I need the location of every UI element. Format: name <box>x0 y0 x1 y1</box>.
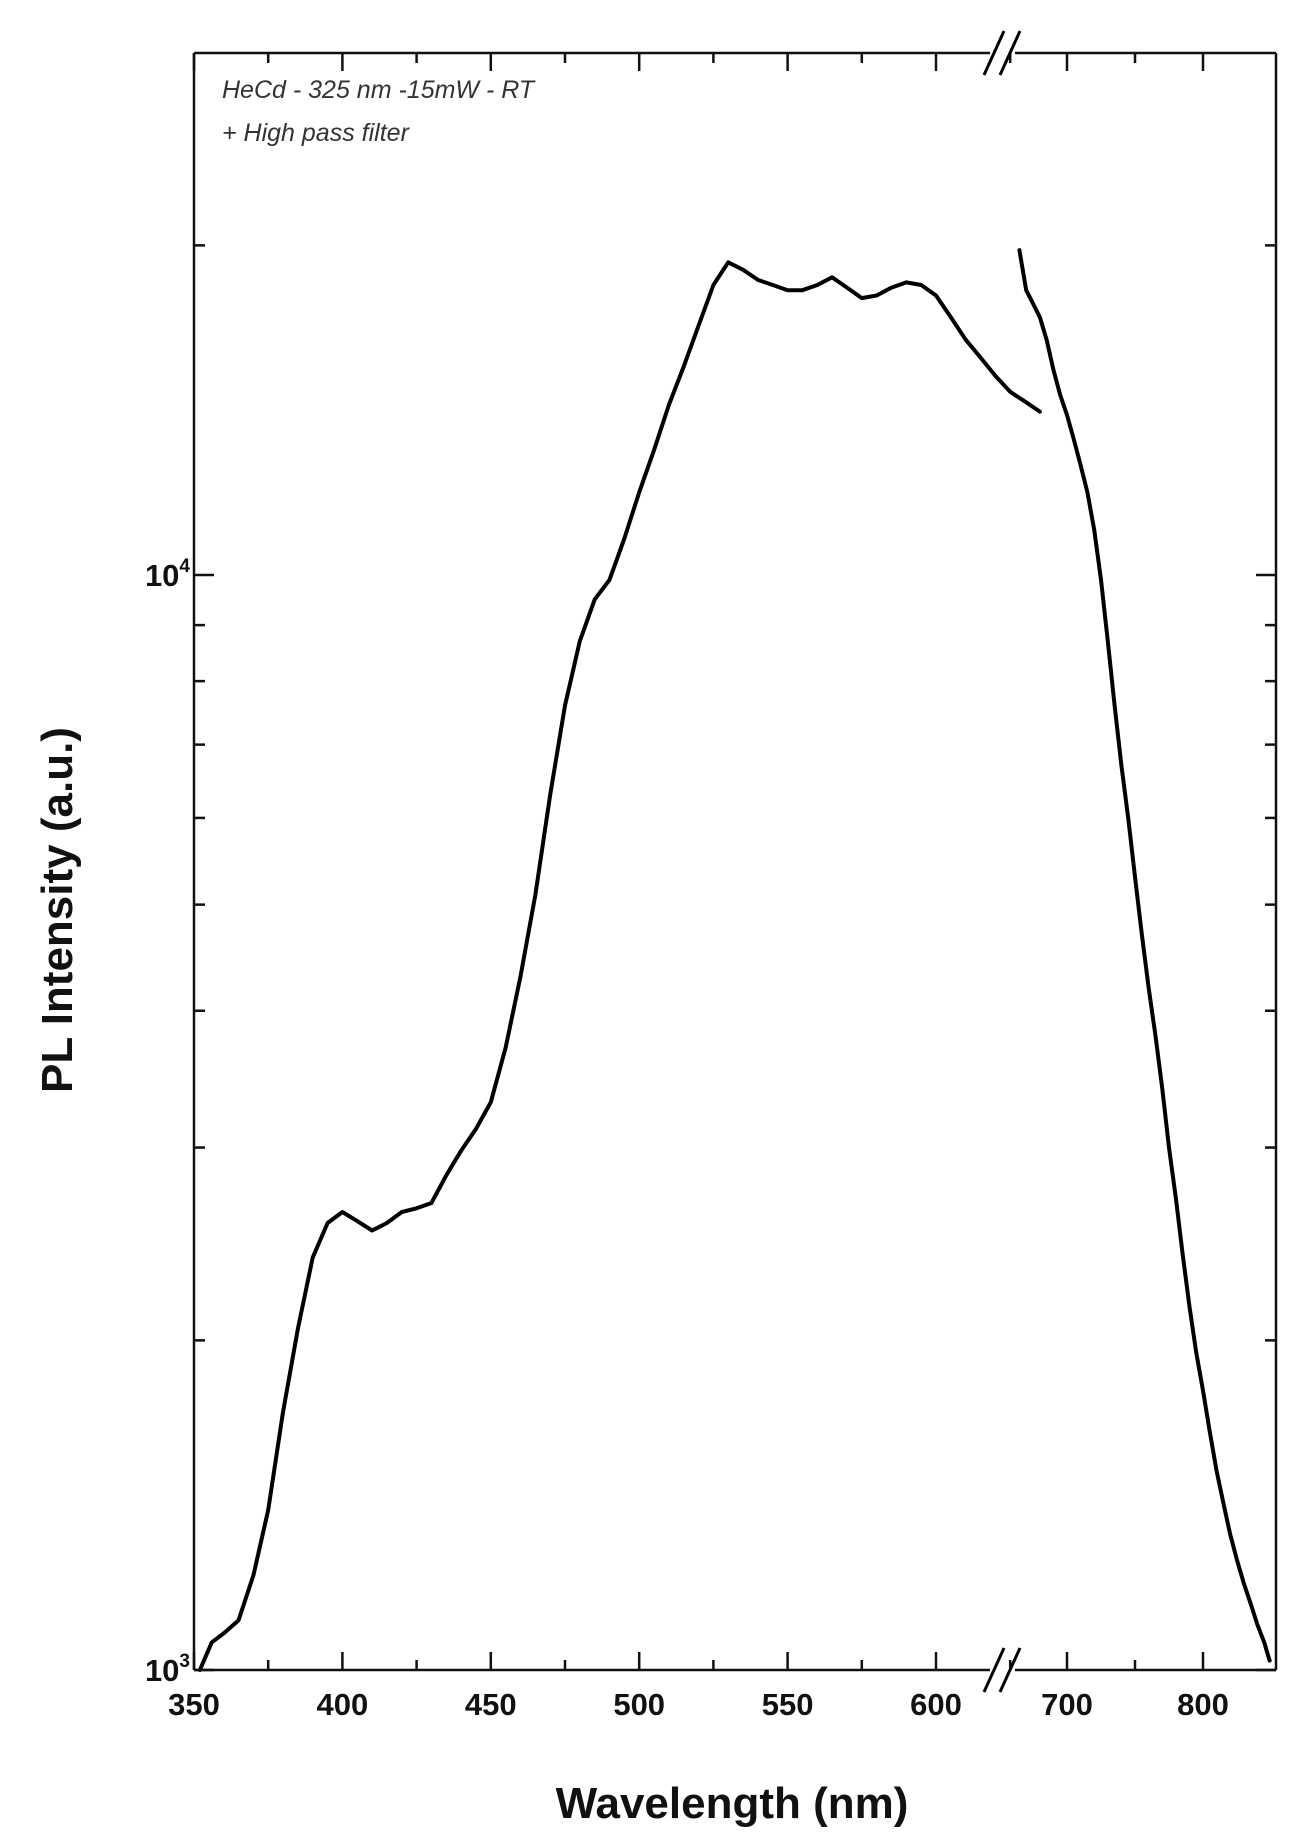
x-tick-label: 700 <box>1041 1687 1093 1722</box>
x-tick-label: 450 <box>465 1687 517 1722</box>
spectrum-trace-segment-2 <box>1017 248 1272 1663</box>
x-tick-label: 600 <box>910 1687 962 1722</box>
y-axis-title: PL Intensity (a.u.) <box>33 727 82 1093</box>
annotation-line-1: HeCd - 325 nm -15mW - RT <box>222 76 536 104</box>
y-tick-label: 104 <box>145 556 190 593</box>
axis-ticks <box>192 53 1276 1672</box>
plot-frame <box>192 51 1278 1672</box>
axis-break-slash-bottom-2 <box>998 1647 1022 1693</box>
axis-tick-labels: 350 400 450 500 550 600 700 800 103 104 <box>145 556 1229 1722</box>
x-tick-label: 350 <box>168 1687 220 1722</box>
spectrum-traces <box>197 248 1272 1672</box>
axis-break-slash-top-2 <box>998 30 1022 76</box>
y-tick-label: 103 <box>145 1651 190 1688</box>
annotation-line-2: + High pass filter <box>222 119 411 147</box>
x-tick-label: 400 <box>317 1687 369 1722</box>
axis-break-marks <box>982 30 1022 1693</box>
spectrum-trace-segment-1 <box>197 260 1042 1672</box>
axis-break-slash-bottom-1 <box>982 1647 1006 1693</box>
x-tick-label: 500 <box>613 1687 665 1722</box>
x-tick-label: 800 <box>1177 1687 1229 1722</box>
axis-break-slash-top-1 <box>982 30 1006 76</box>
x-axis-title: Wavelength (nm) <box>556 1779 909 1828</box>
x-tick-label: 550 <box>762 1687 814 1722</box>
